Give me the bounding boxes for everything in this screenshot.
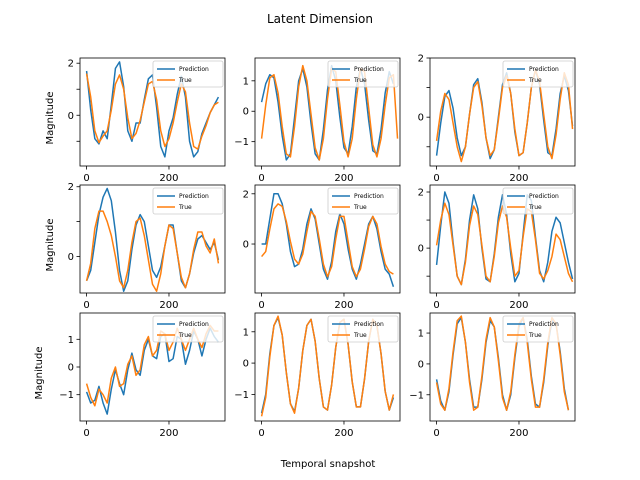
axes-frame	[254, 312, 401, 422]
subplot-4: 0 200 0 2 Prediction True	[68, 182, 226, 311]
x-tick-label: 200	[334, 173, 353, 184]
x-tick-label: 0	[258, 428, 264, 439]
legend-label-prediction: Prediction	[354, 321, 384, 328]
series-line-prediction	[85, 187, 220, 293]
legend-label-true: True	[528, 204, 542, 211]
legend-label-prediction: Prediction	[179, 193, 209, 200]
legend: Prediction True	[327, 315, 399, 343]
y-tick-label: −1	[234, 137, 249, 148]
legend: Prediction True	[152, 187, 224, 215]
y-tick-label: 2	[418, 54, 424, 65]
legend-label-true: True	[353, 204, 367, 211]
axes-frame	[254, 57, 401, 167]
legend-label-prediction: Prediction	[529, 193, 559, 200]
subplot-1: 0 200 0 2 Prediction True	[68, 57, 226, 184]
y-tick-label: 0	[418, 244, 424, 255]
series-line-true	[85, 210, 220, 293]
series-line-true	[435, 315, 570, 411]
series-line-true	[85, 73, 219, 150]
y-tick-label: 1	[243, 327, 249, 338]
axes-frame	[429, 184, 576, 294]
x-tick-label: 0	[83, 300, 89, 311]
y-tick-label: −1	[234, 390, 249, 401]
x-tick-label: 0	[258, 173, 264, 184]
x-axis-label: Temporal snapshot	[280, 459, 376, 470]
legend-label-prediction: Prediction	[179, 321, 209, 328]
series-line-prediction	[260, 64, 395, 161]
y-tick-label: 1	[418, 329, 424, 340]
legend: Prediction True	[502, 187, 574, 215]
subplot-5: 0 200 0 2 Prediction True	[243, 184, 401, 311]
y-tick-label: 0	[243, 107, 249, 118]
x-tick-label: 0	[83, 173, 89, 184]
axes-frame	[79, 184, 226, 294]
x-tick-label: 200	[334, 300, 353, 311]
y-tick-label: 2	[418, 188, 424, 199]
x-tick-label: 200	[509, 428, 528, 439]
subplot-7: 0 200 −1 0 1 Prediction True	[59, 312, 226, 439]
axes-frame	[254, 184, 401, 294]
x-tick-label: 200	[334, 428, 353, 439]
subplot-6: 0 200 0 2 Prediction True	[418, 184, 576, 311]
legend: Prediction True	[502, 315, 574, 343]
x-tick-label: 200	[159, 428, 178, 439]
legend-label-prediction: Prediction	[354, 66, 384, 73]
legend-label-true: True	[178, 204, 192, 211]
legend: Prediction True	[327, 187, 399, 215]
series-line-true	[435, 202, 574, 286]
y-tick-label: 2	[68, 59, 74, 70]
x-tick-label: 0	[433, 300, 439, 311]
y-tick-label: 1	[68, 335, 74, 346]
y-tick-label: 0	[243, 359, 249, 370]
legend-label-prediction: Prediction	[179, 66, 209, 73]
legend-label-prediction: Prediction	[529, 66, 559, 73]
legend: Prediction True	[152, 315, 224, 343]
legend-label-true: True	[353, 332, 367, 339]
y-tick-label: 0	[68, 111, 74, 122]
x-tick-label: 0	[83, 428, 89, 439]
y-tick-label: 0	[68, 252, 74, 263]
x-tick-label: 200	[509, 173, 528, 184]
legend-label-true: True	[528, 77, 542, 84]
x-tick-label: 0	[433, 428, 439, 439]
y-tick-label: −1	[409, 390, 424, 401]
y-axis-label-row2: Magnitude	[45, 219, 56, 272]
legend-label-true: True	[528, 332, 542, 339]
x-tick-label: 0	[433, 173, 439, 184]
subplot-8: 0 200 −1 0 1 Prediction True	[234, 312, 401, 439]
y-tick-label: 2	[68, 182, 74, 193]
y-axis-label-row1: Magnitude	[45, 92, 56, 145]
x-tick-label: 200	[159, 300, 178, 311]
subplot-3: 0 200 0 2 Prediction True	[418, 54, 576, 184]
legend-label-true: True	[178, 332, 192, 339]
axes-frame	[429, 57, 576, 167]
x-tick-label: 0	[258, 300, 264, 311]
subplot-9: 0 200 −1 0 1 Prediction True	[409, 312, 576, 439]
legend-label-true: True	[353, 77, 367, 84]
y-tick-label: 0	[243, 240, 249, 251]
legend-label-prediction: Prediction	[354, 193, 384, 200]
legend-label-prediction: Prediction	[529, 321, 559, 328]
legend: Prediction True	[327, 60, 399, 88]
subplot-2: 0 200 −1 0 1 Prediction True	[234, 57, 401, 184]
legend: Prediction True	[502, 60, 574, 88]
figure-title: Latent Dimension	[267, 12, 373, 26]
axes-frame	[429, 312, 576, 422]
legend-label-true: True	[178, 77, 192, 84]
x-tick-label: 200	[159, 173, 178, 184]
y-tick-label: 0	[418, 359, 424, 370]
legend: Prediction True	[152, 60, 224, 88]
y-tick-label: 0	[418, 113, 424, 124]
y-tick-label: −1	[59, 390, 74, 401]
y-tick-label: 0	[68, 363, 74, 374]
y-tick-label: 2	[243, 189, 249, 200]
y-tick-label: 1	[243, 76, 249, 87]
axes-frame	[79, 57, 226, 167]
y-axis-label-row3: Magnitude	[34, 347, 45, 400]
x-tick-label: 200	[509, 300, 528, 311]
series-line-true	[261, 203, 394, 278]
